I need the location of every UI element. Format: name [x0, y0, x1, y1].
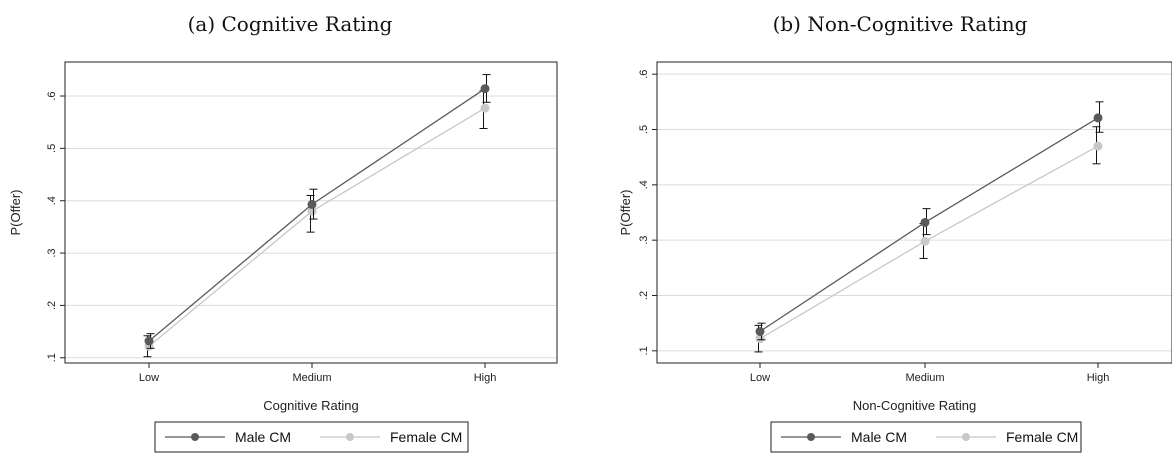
a-series-line-male [148, 88, 486, 342]
b-data-point-male [755, 326, 765, 336]
a-plot-frame [64, 61, 558, 364]
a-legend-marker-female [346, 433, 354, 441]
a-legend-label-male: Male CM [235, 429, 291, 445]
b-legend-label-male: Male CM [851, 429, 907, 445]
a-data-point-female [480, 103, 490, 113]
b-ytick-label: .5 [638, 125, 650, 134]
b-xtick-label: Low [750, 372, 770, 384]
a-legend-marker-male [191, 433, 199, 441]
a-data-point-male [144, 336, 154, 346]
a-xtick-label: Medium [292, 372, 331, 384]
b-ytick-label: .6 [638, 70, 650, 79]
b-ytick-label: .4 [638, 180, 650, 189]
b-legend-marker-male [807, 433, 815, 441]
a-ytick-label: .4 [46, 196, 58, 205]
a-xtick-label: High [474, 372, 497, 384]
b-legend-marker-female [962, 433, 970, 441]
a-series-line-female [148, 107, 486, 347]
a-ytick-label: .5 [46, 144, 58, 153]
a-xtick-label: Low [139, 372, 159, 384]
b-ytick-label: .3 [638, 236, 650, 245]
b-y-axis-label: P(Offer) [618, 190, 633, 236]
b-ytick-label: .2 [638, 291, 650, 300]
a-data-point-male [480, 84, 490, 94]
a-x-axis-label: Cognitive Rating [263, 398, 358, 413]
a-ytick-label: .6 [46, 91, 58, 100]
b-x-axis-label: Non-Cognitive Rating [853, 398, 977, 413]
a-legend-label-female: Female CM [390, 429, 462, 445]
b-data-point-male [1093, 113, 1103, 123]
b-xtick-label: High [1087, 372, 1110, 384]
a-ytick-label: .2 [46, 301, 58, 310]
panel-b-title: (b) Non-Cognitive Rating [772, 12, 1028, 36]
a-y-axis-label: P(Offer) [8, 190, 23, 236]
b-xtick-label: Medium [905, 372, 944, 384]
b-ytick-label: .1 [638, 346, 650, 355]
a-data-point-male [307, 199, 317, 209]
b-series-line-male [759, 117, 1099, 333]
b-data-point-male [920, 217, 930, 227]
b-data-point-female [1093, 141, 1103, 151]
b-plot-frame [656, 61, 1172, 364]
a-ytick-label: .1 [46, 353, 58, 362]
panel-a-title: (a) Cognitive Rating [187, 12, 393, 36]
b-data-point-female [920, 236, 930, 246]
b-legend-label-female: Female CM [1006, 429, 1078, 445]
a-ytick-label: .3 [46, 248, 58, 257]
